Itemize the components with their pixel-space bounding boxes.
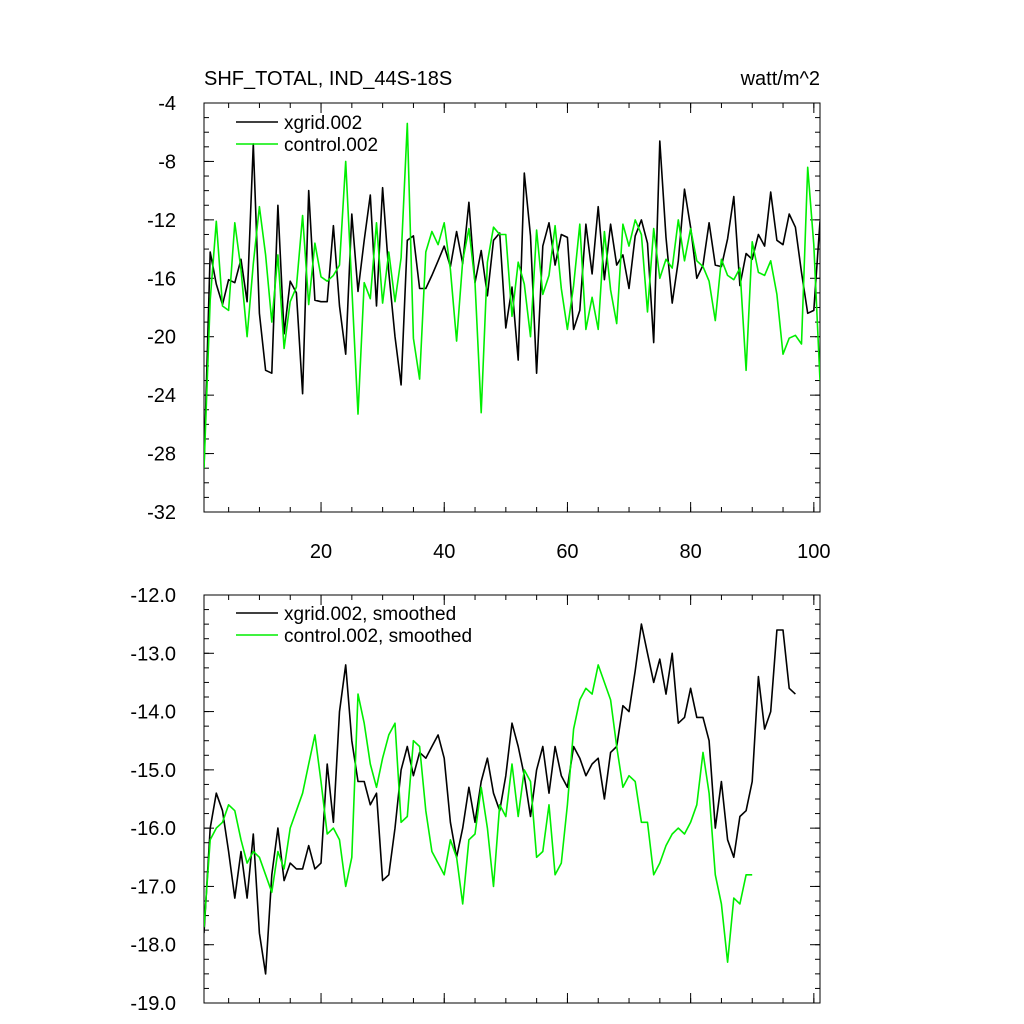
top-xtick-label: 80 [680, 541, 702, 563]
bottom-ytick-label: -13.0 [130, 643, 176, 665]
bottom-ytick-label: -15.0 [130, 760, 176, 782]
top-xtick-label: 100 [797, 541, 830, 563]
top-xtick-label: 20 [310, 541, 332, 563]
top-chart-title: SHF_TOTAL, IND_44S-18S [204, 68, 452, 90]
top-ytick-label: -12 [147, 210, 176, 232]
top-ytick-label: -16 [147, 268, 176, 290]
top-series-xgrid-line [204, 140, 820, 469]
bottom-ytick-label: -18.0 [130, 935, 176, 957]
top-ytick-label: -4 [158, 93, 176, 115]
top-legend-label-xgrid: xgrid.002 [284, 113, 362, 134]
bottom-legend-label-xgrid: xgrid.002, smoothed [284, 604, 456, 625]
bottom-ytick-label: -16.0 [130, 818, 176, 840]
top-chart-panel: SHF_TOTAL, IND_44S-18S watt/m^2 -4 -8 -12 -… [147, 68, 830, 563]
top-legend-label-control: control.002 [284, 135, 378, 156]
top-ytick-label: -24 [147, 385, 176, 407]
top-ytick-label: -32 [147, 502, 176, 524]
top-chart-units: watt/m^2 [740, 68, 820, 90]
top-xtick-label: 60 [556, 541, 578, 563]
bottom-chart-panel: -12.0 -13.0 -14.0 -15.0 -16.0 -17.0 -18.0 -19.0… [130, 585, 821, 1015]
top-ytick-label: -8 [158, 151, 176, 173]
bottom-ytick-label: -19.0 [130, 993, 176, 1015]
bottom-ytick-label: -12.0 [130, 585, 176, 607]
bottom-ytick-label: -14.0 [130, 702, 176, 724]
bottom-series-xgrid-line [204, 623, 796, 975]
top-xtick-label: 40 [433, 541, 455, 563]
top-ytick-label: -20 [147, 327, 176, 349]
top-ytick-label: -28 [147, 444, 176, 466]
bottom-plot-frame [203, 594, 821, 1004]
bottom-ytick-label: -17.0 [130, 876, 176, 898]
top-series-control-line [204, 122, 820, 469]
bottom-series-control-line [204, 664, 753, 964]
bottom-legend-label-control: control.002, smoothed [284, 626, 472, 647]
